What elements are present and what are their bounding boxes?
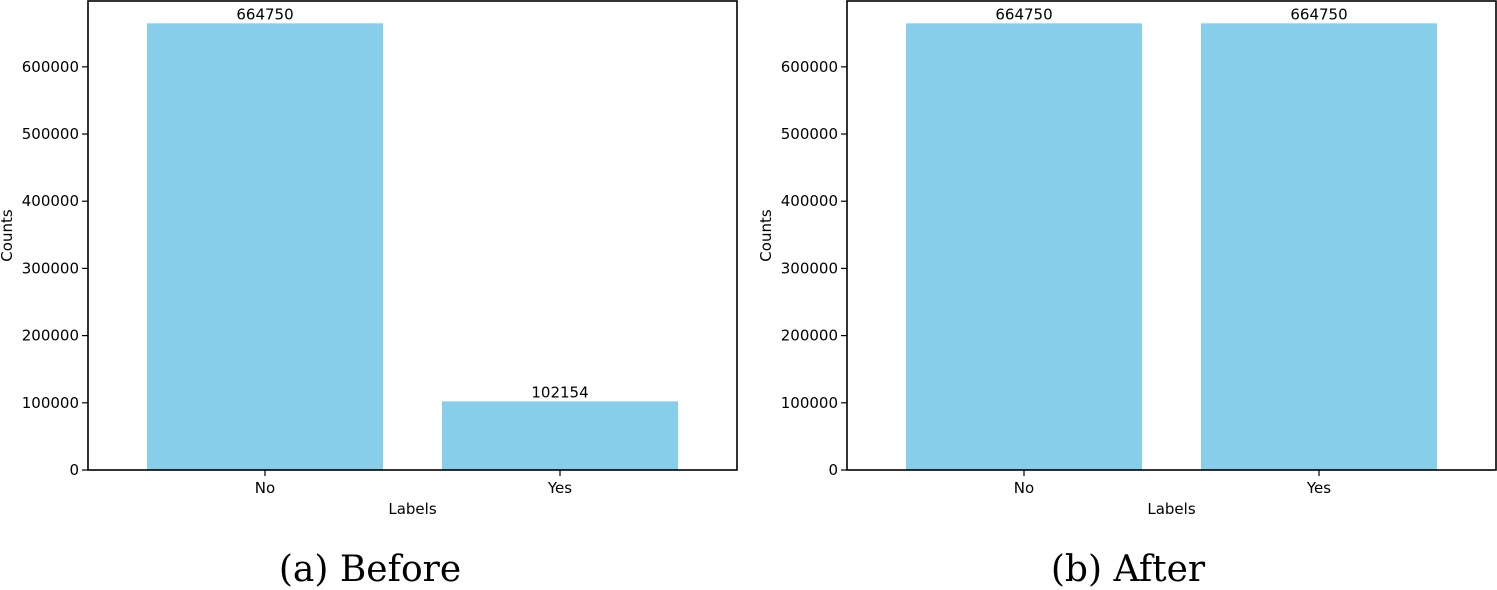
y-tick-label: 0	[828, 461, 838, 479]
y-tick-label: 300000	[781, 259, 838, 277]
caption-after: (b) After	[1051, 549, 1206, 590]
bar-value-label: 102154	[531, 383, 588, 401]
chart-panel-after: 664750 664750 0 100000 200000 300000 400000 500…	[757, 0, 1497, 518]
y-axis-label: Counts	[757, 209, 775, 262]
y-tick-label: 600000	[781, 58, 838, 76]
bar-no	[906, 23, 1142, 471]
bar-yes	[442, 401, 678, 470]
x-tick-label: Yes	[547, 479, 572, 497]
y-tick-label: 200000	[22, 327, 79, 345]
y-tick-label: 600000	[22, 58, 79, 76]
bar-value-label: 664750	[1290, 5, 1347, 23]
y-tick-label: 500000	[22, 125, 79, 143]
y-tick-label: 300000	[22, 259, 79, 277]
x-axis-label: Labels	[388, 500, 436, 518]
x-tick-label: No	[1014, 479, 1034, 497]
y-tick-label: 100000	[22, 394, 79, 412]
y-tick-label: 0	[69, 461, 79, 479]
bar-no	[147, 23, 383, 471]
bar-value-label: 664750	[995, 5, 1052, 23]
x-tick-label: No	[255, 479, 275, 497]
y-axis-label: Counts	[0, 209, 16, 262]
y-tick-label: 400000	[781, 192, 838, 210]
x-axis-label: Labels	[1147, 500, 1195, 518]
y-tick-label: 100000	[781, 394, 838, 412]
plot-frame	[87, 0, 738, 471]
y-tick-label: 500000	[781, 125, 838, 143]
bar-value-label: 664750	[236, 5, 293, 23]
y-tick-label: 200000	[781, 327, 838, 345]
y-tick-label: 400000	[22, 192, 79, 210]
bar-yes	[1201, 23, 1437, 471]
x-tick-label: Yes	[1306, 479, 1331, 497]
plot-frame	[846, 0, 1497, 471]
chart-panel-before: 664750 102154 0 100000 200000 300000 400000 500…	[0, 0, 738, 518]
caption-before: (a) Before	[279, 549, 461, 590]
